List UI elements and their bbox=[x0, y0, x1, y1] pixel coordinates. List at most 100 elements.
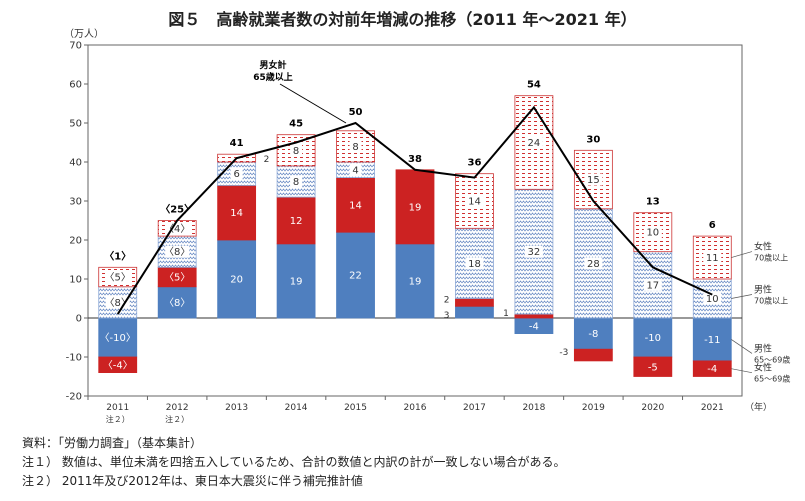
total-label: 38 bbox=[408, 154, 422, 165]
data-label: 8 bbox=[352, 142, 358, 153]
total-line bbox=[116, 105, 713, 315]
line-annotation-1: 男女計 bbox=[259, 59, 286, 71]
data-label: 20 bbox=[230, 275, 243, 286]
total-label: 41 bbox=[230, 138, 244, 149]
data-label: 10 bbox=[646, 228, 659, 239]
chart-title: 図５ 高齢就業者数の対前年増減の推移（2011 年～2021 年） bbox=[168, 10, 637, 29]
notes: 資料：「労働力調査」（基本集計） 注１） 数値は、単位未満を四捨五入しているため… bbox=[22, 434, 565, 491]
data-label-bg bbox=[465, 257, 484, 270]
x-tick-label: 2013 bbox=[225, 403, 248, 413]
legend-sublabel: 65～69歳 bbox=[754, 374, 790, 384]
data-label: 〈-4〉 bbox=[103, 359, 133, 371]
data-label: 18 bbox=[468, 259, 481, 270]
data-label: 〈8〉 bbox=[164, 297, 190, 309]
line-annotation-2: 65歳以上 bbox=[253, 71, 293, 83]
legend-pointer bbox=[731, 294, 753, 299]
data-label-bg bbox=[465, 195, 484, 207]
total-label: 〈25〉 bbox=[160, 203, 194, 216]
x-tick-label: 2017 bbox=[463, 403, 486, 413]
total-label: 13 bbox=[646, 197, 660, 208]
x-tick-label: 2018 bbox=[522, 403, 545, 413]
data-label: 〈-10〉 bbox=[100, 332, 136, 344]
y-tick-label: -10 bbox=[66, 353, 82, 364]
data-label-bg bbox=[643, 226, 662, 239]
x-tick-label: 2012 bbox=[166, 403, 189, 413]
data-label: -4 bbox=[529, 321, 539, 332]
bar-female6569 bbox=[336, 177, 375, 233]
note-source: 資料：「労働力調査」（基本集計） bbox=[22, 436, 203, 450]
data-label-bg bbox=[290, 144, 303, 157]
x-tick-label: 2014 bbox=[285, 403, 308, 413]
data-label-bg bbox=[703, 292, 722, 305]
data-label: 22 bbox=[349, 271, 362, 282]
legend-label: 男性 bbox=[754, 342, 772, 354]
x-tick-label: 2011 bbox=[106, 403, 129, 413]
data-label: 8 bbox=[293, 177, 299, 188]
y-tick-label: 40 bbox=[69, 158, 82, 169]
data-label: 28 bbox=[587, 259, 600, 270]
y-tick-label: 60 bbox=[69, 80, 82, 91]
data-label: 14 bbox=[468, 197, 481, 208]
data-label: 19 bbox=[409, 276, 422, 287]
x-tick-label: 2020 bbox=[641, 403, 664, 413]
bar-female6569 bbox=[455, 298, 494, 307]
bar-female6569 bbox=[276, 196, 316, 245]
legend-sublabel: 70歳以上 bbox=[754, 296, 788, 306]
data-label: 〈5〉 bbox=[105, 272, 131, 284]
data-label: 3 bbox=[444, 311, 450, 321]
y-tick-label: 20 bbox=[69, 236, 82, 247]
bar-female6569 bbox=[692, 360, 732, 377]
total-label: 54 bbox=[527, 80, 541, 91]
data-label-bg bbox=[524, 245, 543, 258]
bar-female6569 bbox=[633, 356, 673, 377]
total-label: 6 bbox=[709, 220, 716, 231]
data-label: 24 bbox=[528, 138, 541, 149]
bar-male6569 bbox=[336, 231, 375, 319]
data-label-bg bbox=[584, 173, 603, 186]
data-label: 19 bbox=[290, 276, 303, 287]
plot-frame bbox=[87, 44, 743, 397]
legend-label: 女性 bbox=[754, 362, 772, 374]
x-tick-label: 2019 bbox=[582, 403, 605, 413]
y-tick-label: 70 bbox=[69, 41, 82, 52]
data-label: 4 bbox=[352, 165, 358, 176]
bar-male70 bbox=[573, 208, 613, 319]
data-label: 19 bbox=[409, 202, 422, 213]
data-label-bg bbox=[290, 175, 303, 188]
data-label: 〈8〉 bbox=[164, 246, 190, 258]
bar-male6569 bbox=[395, 243, 435, 319]
legend-sublabel: 70歳以上 bbox=[754, 253, 788, 263]
total-label: 〈1〉 bbox=[104, 249, 131, 262]
legend-label: 男性 bbox=[754, 284, 772, 296]
data-label: 8 bbox=[293, 146, 299, 157]
bar-male6569 bbox=[455, 305, 494, 319]
data-label: 10 bbox=[706, 294, 719, 305]
data-label: 14 bbox=[349, 200, 362, 211]
data-label: 〈8〉 bbox=[105, 297, 131, 309]
bar-female6569 bbox=[98, 356, 138, 374]
data-label: 14 bbox=[230, 208, 243, 219]
data-label: -5 bbox=[648, 362, 658, 373]
data-label: -4 bbox=[707, 364, 717, 375]
line-annotation-pointer bbox=[279, 83, 347, 124]
bar-female6569 bbox=[217, 184, 257, 241]
x-tick-note: 注２） bbox=[106, 414, 130, 424]
data-label: 32 bbox=[528, 247, 541, 258]
legend-label: 女性 bbox=[754, 241, 772, 253]
x-tick-label: 2015 bbox=[344, 403, 367, 413]
data-label: 6 bbox=[233, 169, 239, 180]
data-label-bg bbox=[584, 257, 603, 270]
note-1: 注１） 数値は、単位未満を四捨五入しているため、合計の数値と内訳の計が一致しない… bbox=[22, 455, 566, 469]
bar-female6569 bbox=[395, 169, 435, 245]
y-tick-label: 0 bbox=[76, 314, 82, 325]
y-tick-label: 50 bbox=[69, 119, 82, 130]
data-label: 2 bbox=[444, 295, 450, 305]
y-tick-label: 30 bbox=[69, 197, 82, 208]
note-2: 注２） 2011年及び2012年は、東日本大震災に伴う補完推計値 bbox=[22, 474, 363, 488]
y-tick-label: -20 bbox=[66, 392, 82, 403]
y-tick-label: 10 bbox=[69, 275, 82, 286]
data-label-bg bbox=[230, 167, 243, 180]
data-label: 〈5〉 bbox=[164, 272, 190, 284]
data-label: -8 bbox=[588, 329, 598, 340]
x-tick-label: 2016 bbox=[404, 403, 427, 413]
